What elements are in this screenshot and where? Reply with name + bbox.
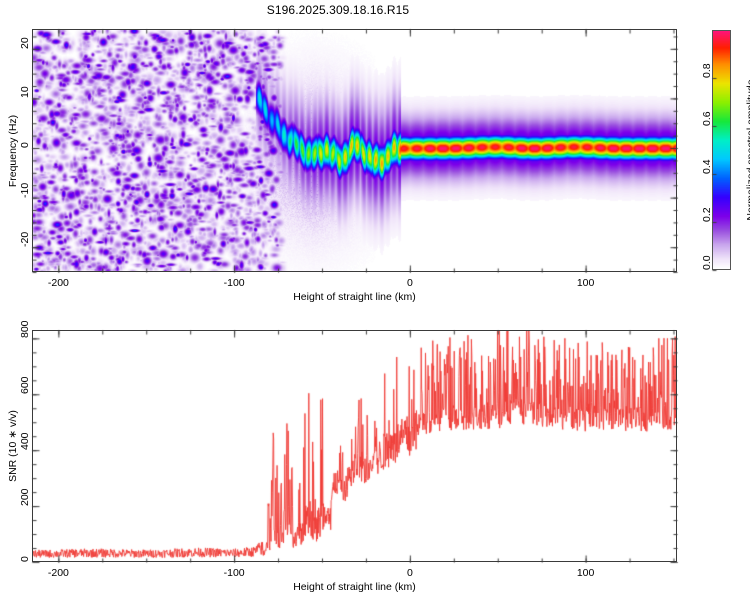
colorbar-ticks <box>702 20 741 280</box>
x-tick-label: 100 <box>576 277 595 289</box>
x-tick-label: -100 <box>223 277 245 289</box>
x-tick-label: -200 <box>47 277 69 289</box>
x-tick-label: 0 <box>406 277 413 289</box>
spectrogram-x-axis-label: Height of straight line (km) <box>293 291 416 303</box>
x-tick-label: 100 <box>576 567 595 579</box>
snr-y-axis-label: SNR (10 ∗ v/v) <box>7 410 19 482</box>
snr-axes <box>18 316 691 576</box>
figure-title: S196.2025.309.18.16.R15 <box>266 3 410 17</box>
spectrogram-y-axis-label: Frequency (Hz) <box>7 114 19 187</box>
x-tick-label: -100 <box>223 567 245 579</box>
snr-x-axis-label: Height of straight line (km) <box>293 581 416 593</box>
x-tick-label: -200 <box>47 567 69 579</box>
spectrogram-axes <box>18 15 691 286</box>
x-tick-label: 0 <box>406 567 413 579</box>
colorbar-label: Normalized spectral amplitude <box>745 79 750 221</box>
